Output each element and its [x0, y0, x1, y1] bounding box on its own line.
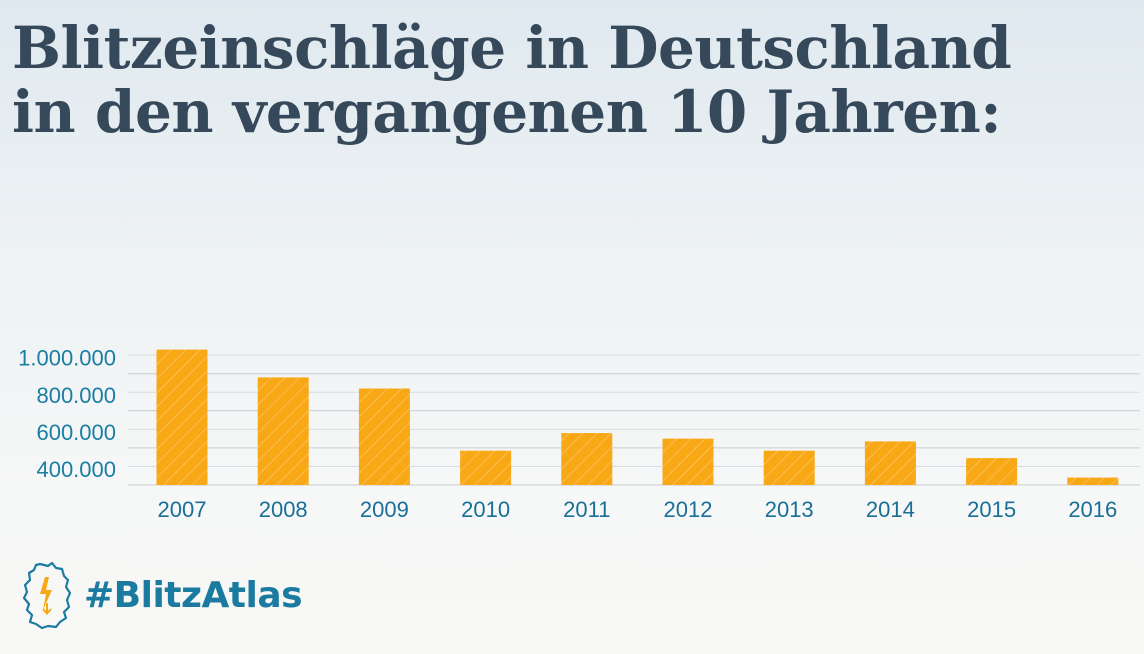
- germany-map-lightning-icon: [22, 561, 72, 630]
- bar-texture-2007: [156, 349, 208, 485]
- x-tick-label: 2012: [664, 497, 713, 522]
- x-tick-label: 2010: [461, 497, 510, 522]
- title-line-1: Blitzeinschläge in Deutschland: [12, 14, 1012, 82]
- y-tick-label: 600.000: [36, 420, 116, 445]
- x-tick-label: 2011: [563, 497, 610, 522]
- footer: #BlitzAtlas: [18, 560, 303, 630]
- bar-texture-2015: [966, 458, 1018, 485]
- bar-texture-2014: [864, 441, 916, 485]
- bar-texture-2016: [1067, 477, 1119, 485]
- x-tick-label: 2008: [259, 497, 308, 522]
- bar-texture-2013: [763, 450, 815, 485]
- y-tick-label: 1.000.000: [18, 346, 116, 371]
- title-line-2: in den vergangenen 10 Jahren:: [12, 78, 1002, 146]
- chart-title: Blitzeinschläge in Deutschland in den ve…: [12, 16, 1132, 144]
- bar-texture-2009: [358, 388, 410, 485]
- x-tick-label: 2009: [360, 497, 409, 522]
- x-tick-label: 2013: [765, 497, 814, 522]
- y-tick-label: 400.000: [36, 457, 116, 482]
- hashtag-label: #BlitzAtlas: [84, 574, 303, 616]
- y-axis-ticks: 400.000 600.000 800.000 1.000.000: [18, 346, 116, 482]
- bar-texture-2008: [257, 377, 309, 485]
- x-tick-label: 2007: [158, 497, 207, 522]
- x-tick-label: 2015: [967, 497, 1016, 522]
- y-tick-label: 800.000: [36, 383, 116, 408]
- bar-texture-2011: [561, 433, 613, 485]
- bars: [156, 349, 1119, 485]
- bar-texture-2012: [662, 438, 714, 485]
- x-tick-label: 2014: [866, 497, 915, 522]
- x-tick-label: 2016: [1068, 497, 1117, 522]
- bar-texture-2010: [460, 450, 512, 485]
- x-axis-ticks: 2007 2008 2009 2010 2011 2012 2013 2014 2015 2016: [158, 497, 1118, 522]
